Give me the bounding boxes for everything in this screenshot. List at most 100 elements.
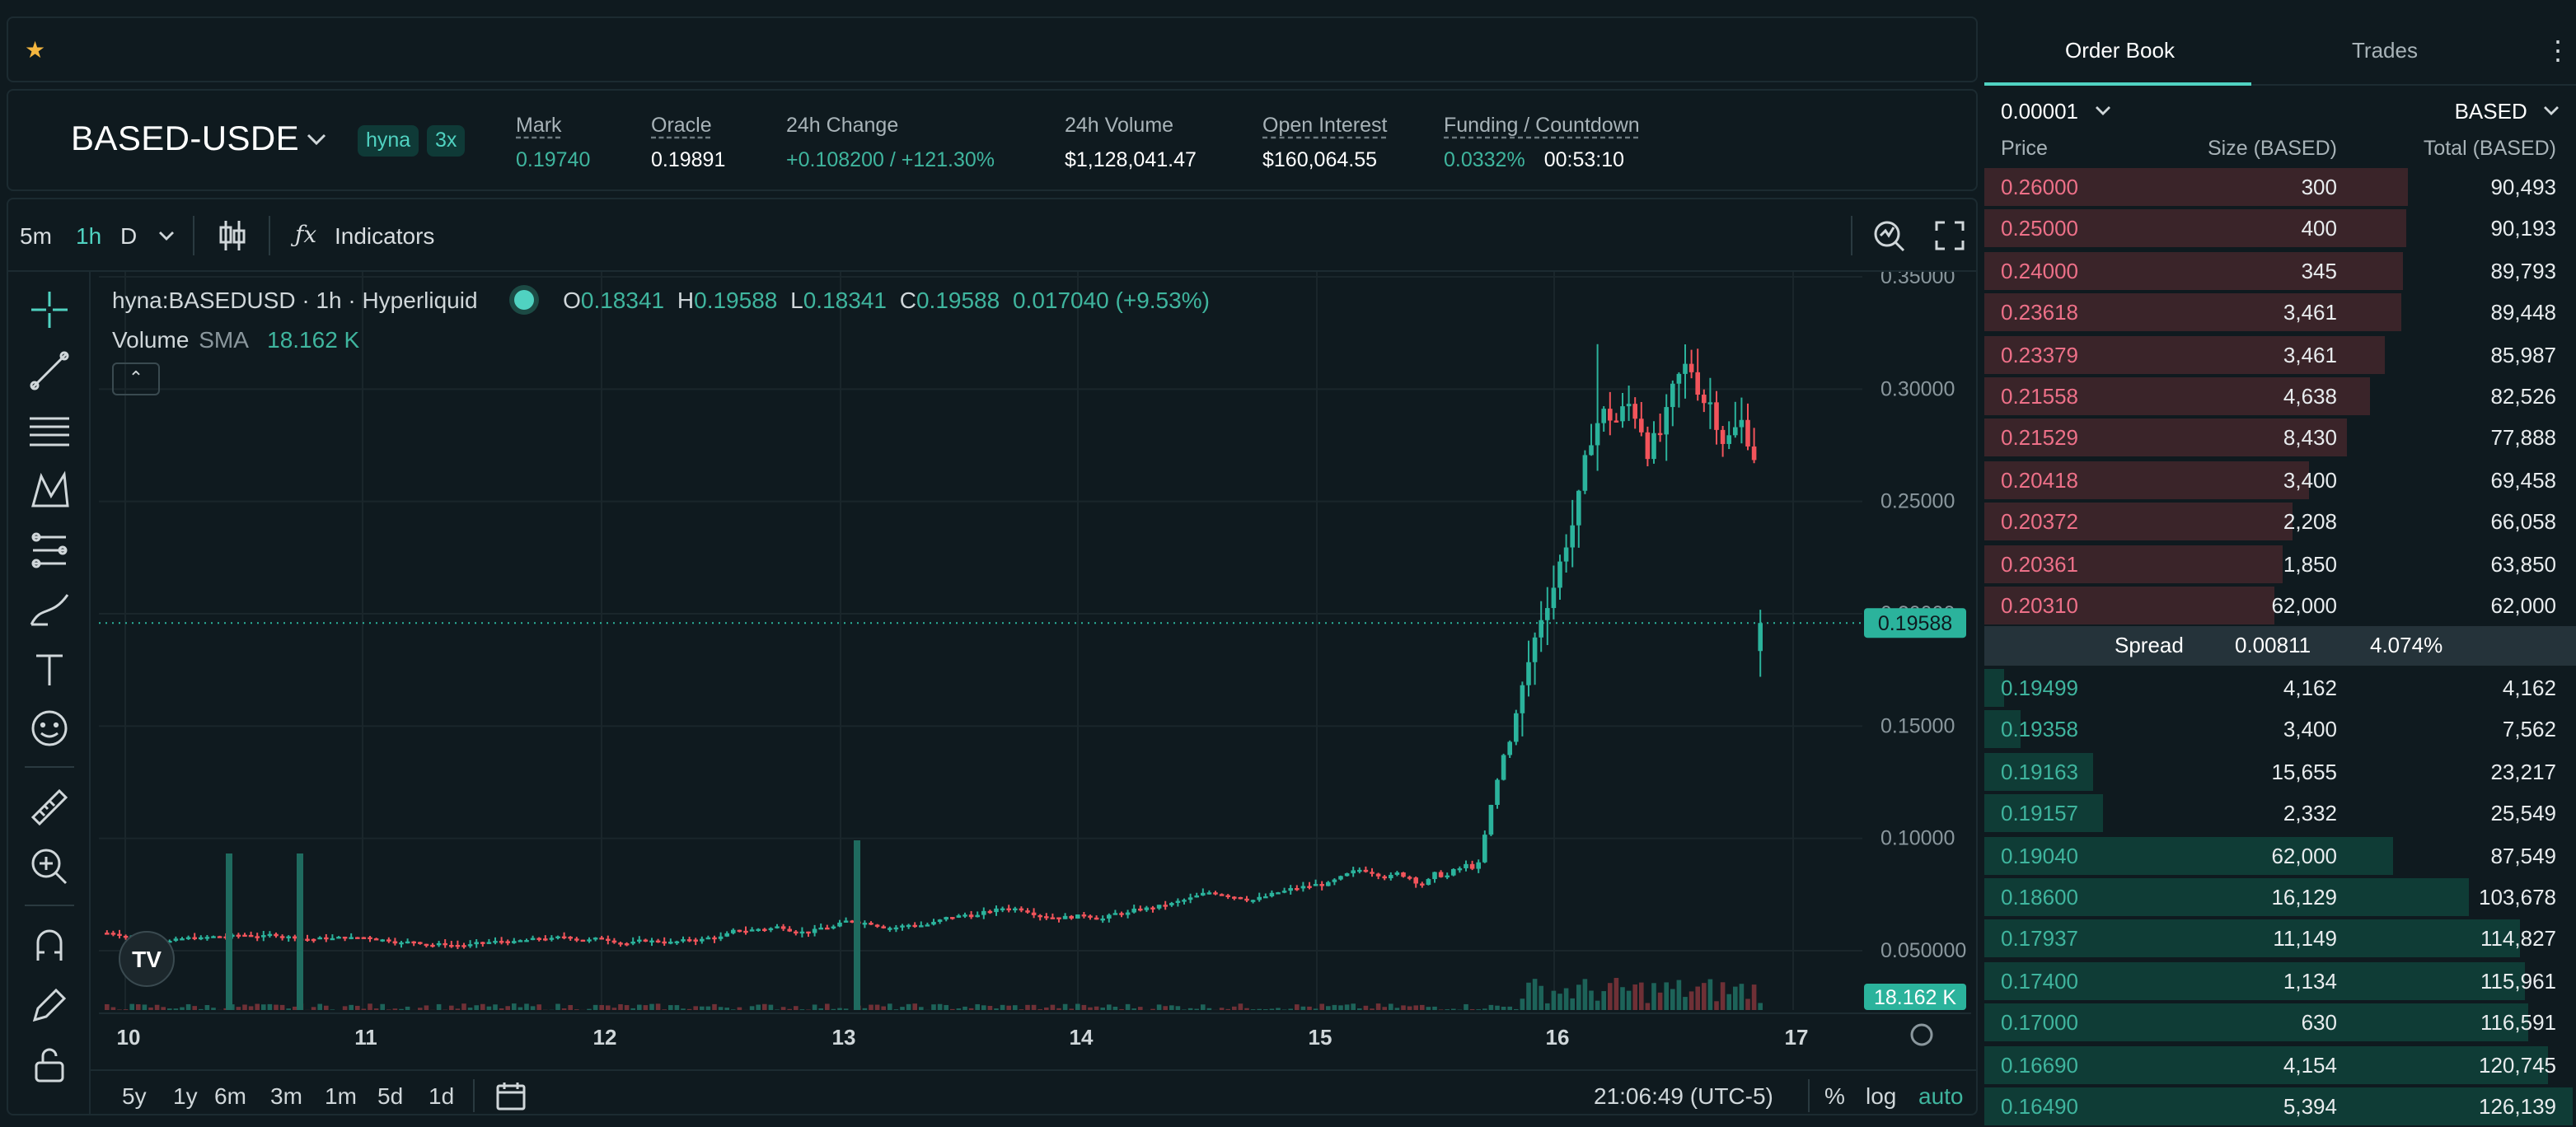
chevron-down-icon[interactable] [158, 227, 175, 244]
zoom-chart-icon[interactable] [1871, 217, 1907, 254]
price-cell[interactable]: 0.21558 [2001, 376, 2078, 417]
tick-size-select[interactable]: 0.00001 [2001, 99, 2110, 124]
zoom-in-icon[interactable] [28, 845, 71, 888]
brush-icon[interactable] [28, 588, 71, 631]
chevron-down-icon[interactable] [305, 127, 328, 150]
magnet-icon[interactable] [28, 924, 71, 967]
range-1y[interactable]: 1y [173, 1083, 198, 1109]
indicators-button[interactable]: Indicators [335, 222, 434, 249]
more-icon[interactable]: ⋮ [2545, 35, 2571, 68]
price-chart[interactable]: 0.350000.300000.250000.200000.150000.100… [99, 272, 1971, 1115]
price-cell[interactable]: 0.19163 [2001, 751, 2078, 793]
volume-bar [1069, 1008, 1074, 1010]
price-cell[interactable]: 0.24000 [2001, 250, 2078, 292]
price-cell[interactable]: 0.25000 [2001, 208, 2078, 250]
volume-bar [1314, 1008, 1318, 1010]
range-6m[interactable]: 6m [214, 1083, 246, 1109]
price-cell[interactable]: 0.20310 [2001, 585, 2078, 626]
stat-label[interactable]: Open Interest [1262, 112, 1388, 138]
candle-type-icon[interactable] [216, 217, 249, 254]
price-cell[interactable]: 0.23618 [2001, 292, 2078, 333]
lock-icon[interactable] [28, 1043, 71, 1086]
price-cell[interactable]: 0.16490 [2001, 1086, 2078, 1127]
price-cell[interactable]: 0.19358 [2001, 709, 2078, 751]
range-1m[interactable]: 1m [325, 1083, 357, 1109]
price-cell[interactable]: 0.16690 [2001, 1044, 2078, 1085]
price-cell[interactable]: 0.18600 [2001, 877, 2078, 918]
percent-toggle[interactable]: % [1824, 1083, 1845, 1109]
chart-canvas[interactable]: 0.350000.300000.250000.200000.150000.100… [99, 272, 1971, 1115]
price-cell[interactable]: 0.17000 [2001, 1002, 2078, 1043]
timeframe-1h[interactable]: 1h [76, 222, 101, 249]
price-cell[interactable]: 0.21529 [2001, 418, 2078, 459]
crosshair-icon[interactable] [28, 288, 71, 331]
tab-trades[interactable]: Trades [2352, 38, 2418, 63]
range-3m[interactable]: 3m [270, 1083, 302, 1109]
trendline-icon[interactable] [28, 349, 71, 392]
price-cell[interactable]: 0.20372 [2001, 501, 2078, 542]
timeframe-5m[interactable]: 5m [20, 222, 52, 249]
star-icon[interactable]: ★ [25, 36, 45, 64]
prediction-icon[interactable] [28, 529, 71, 572]
price-cell[interactable]: 0.17937 [2001, 919, 2078, 960]
candle-body [869, 923, 873, 924]
price-cell[interactable]: 0.19499 [2001, 667, 2078, 708]
calendar-icon[interactable] [494, 1079, 527, 1112]
price-cell[interactable]: 0.20418 [2001, 460, 2078, 501]
stat-label[interactable]: Oracle [651, 112, 725, 138]
fullscreen-icon[interactable] [1933, 219, 1966, 252]
volume-bar [1220, 1008, 1225, 1010]
ruler-icon[interactable] [28, 786, 71, 829]
timeframe-d[interactable]: D [120, 222, 137, 249]
range-5y[interactable]: 5y [122, 1083, 147, 1109]
collapse-legend-button[interactable]: ⌃ [112, 362, 160, 395]
auto-toggle[interactable]: auto [1918, 1083, 1964, 1109]
stat-label[interactable]: Mark [516, 112, 590, 138]
price-cell[interactable]: 0.20361 [2001, 543, 2078, 584]
tradingview-logo[interactable]: TV [119, 931, 175, 987]
tab-order-book[interactable]: Order Book [2065, 38, 2175, 63]
fx-icon[interactable]: ƒx [295, 222, 316, 249]
price-cell[interactable]: 0.19157 [2001, 793, 2078, 834]
fib-icon[interactable] [28, 410, 71, 453]
range-1d[interactable]: 1d [429, 1083, 454, 1109]
text-icon[interactable] [28, 648, 71, 690]
price-cell[interactable]: 0.26000 [2001, 166, 2078, 208]
clock-time[interactable]: 21:06:49 (UTC-5) [1594, 1083, 1773, 1109]
size-cell: 3,461 [2283, 334, 2337, 375]
price-cell[interactable]: 0.19040 [2001, 835, 2078, 876]
pattern-icon[interactable] [28, 470, 71, 512]
volume-bar [1545, 1003, 1550, 1010]
range-5d[interactable]: 5d [377, 1083, 403, 1109]
log-toggle[interactable]: log [1866, 1083, 1896, 1109]
stat-label[interactable]: Funding / Countdown [1444, 112, 1640, 138]
pair-selector[interactable]: BASED-USDE [71, 120, 299, 160]
draw-lock-icon[interactable] [28, 984, 71, 1026]
emoji-icon[interactable] [28, 707, 71, 750]
price-cell[interactable]: 0.17400 [2001, 961, 2078, 1002]
unit-select[interactable]: BASED [2455, 99, 2560, 124]
price-cell[interactable]: 0.23379 [2001, 334, 2078, 375]
